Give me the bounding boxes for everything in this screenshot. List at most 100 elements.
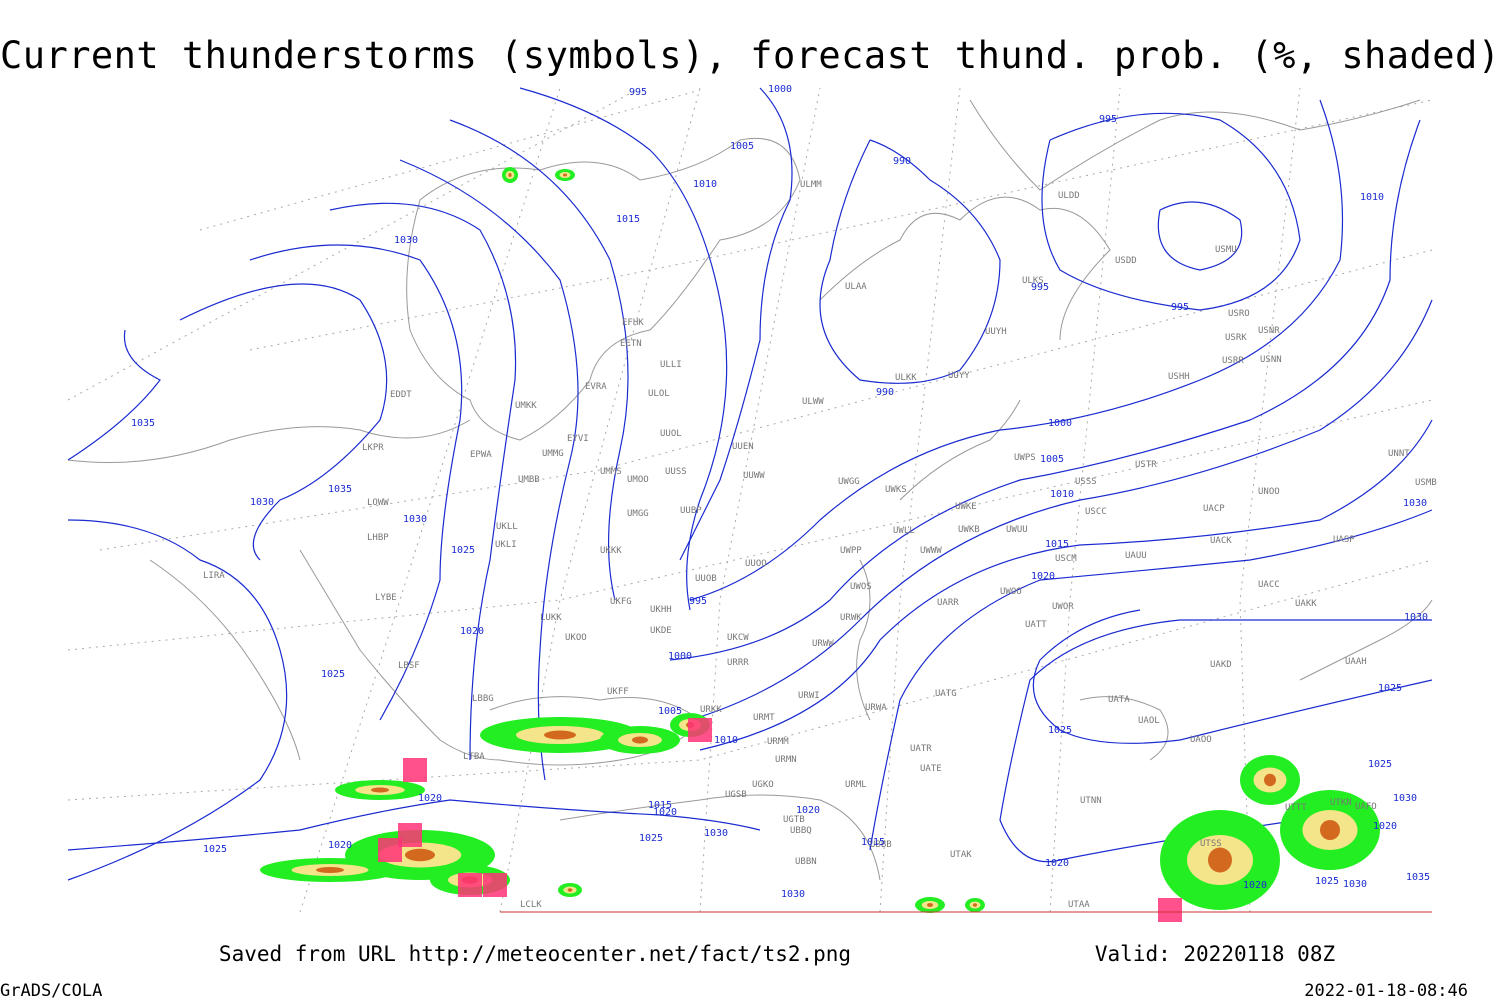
prob-high: [316, 867, 344, 873]
isobar-label: 1030: [704, 828, 728, 839]
station-label: UWWW: [920, 546, 942, 556]
thunderstorm-symbol: [458, 873, 482, 897]
station-label: USSS: [1075, 477, 1097, 487]
isobar-label: 1020: [1373, 821, 1397, 832]
station-label: ULKK: [895, 373, 917, 383]
isobar-label: 1010: [1050, 489, 1074, 500]
isobar-label: 1010: [693, 179, 717, 190]
coastlines: [67, 99, 1433, 881]
isobar-label: 995: [1099, 114, 1117, 125]
station-label: UUYY: [948, 371, 970, 381]
source-url: Saved from URL http://meteocenter.net/fa…: [219, 942, 851, 966]
station-label: ULDD: [1058, 191, 1080, 201]
station-label: UAKD: [1210, 660, 1232, 670]
station-label: USHH: [1168, 372, 1190, 382]
station-label: UWUU: [1006, 525, 1028, 535]
prob-high: [1264, 773, 1276, 787]
station-label: URWA: [865, 703, 887, 713]
isobar-label: 1015: [648, 800, 672, 811]
isobar-label: 1000: [668, 651, 692, 662]
station-label: URML: [845, 780, 867, 790]
isobar-label: 1030: [394, 235, 418, 246]
station-label: UAFO: [1355, 802, 1377, 812]
station-label: UWOR: [1052, 602, 1074, 612]
station-label: LCLK: [520, 900, 542, 910]
station-label: UATG: [935, 689, 957, 699]
station-label: URWW: [812, 639, 834, 649]
isobar-label: 1000: [768, 84, 792, 95]
station-label: LUKK: [540, 613, 562, 623]
station-label: LYBE: [375, 593, 397, 603]
thunderstorm-symbol: [398, 823, 422, 847]
isobar-label: 1000: [1048, 418, 1072, 429]
station-label: LOWW: [367, 498, 389, 508]
station-label: UMGG: [627, 509, 649, 519]
isobar-label: 995: [689, 596, 707, 607]
isobar-label: 1020: [1045, 858, 1069, 869]
isobar-label: 1035: [328, 484, 352, 495]
station-label: UTSS: [1200, 839, 1222, 849]
station-label: UBBB: [870, 840, 892, 850]
station-label: UKKK: [600, 546, 622, 556]
isobar-label: 1035: [1406, 872, 1430, 883]
station-label: LKPR: [362, 443, 384, 453]
isobar-label: 990: [893, 156, 911, 167]
station-label: UATR: [910, 744, 932, 754]
station-label: UWPP: [840, 546, 862, 556]
station-label: UKFG: [610, 597, 632, 607]
station-label: UAOO: [1190, 735, 1212, 745]
station-label: UAOL: [1138, 716, 1160, 726]
station-label: UTKN: [1330, 798, 1352, 808]
isobar-label: 990: [876, 387, 894, 398]
station-label: UASP: [1333, 535, 1355, 545]
isobar-label: 1025: [1048, 725, 1072, 736]
isobar-label: 1025: [321, 669, 345, 680]
station-label: URWI: [798, 691, 820, 701]
isobar-label: 1020: [653, 807, 677, 818]
thunderstorm-symbol: [403, 758, 427, 782]
station-label: USTR: [1135, 460, 1157, 470]
thunderstorm-symbol: [483, 873, 507, 897]
isobar-label: 1005: [1040, 454, 1064, 465]
station-label: UKHH: [650, 605, 672, 615]
isobar-label: 1025: [1378, 683, 1402, 694]
isobar-label: 1020: [418, 793, 442, 804]
prob-high: [405, 848, 435, 862]
station-label: UARR: [937, 598, 959, 608]
station-label: UATA: [1108, 695, 1130, 705]
station-label: UBBN: [795, 857, 817, 867]
thunderstorm-symbol: [1158, 898, 1182, 922]
station-label: UMKK: [515, 401, 537, 411]
station-label: UWKS: [885, 485, 907, 495]
isobar-label: 1005: [658, 706, 682, 717]
prob-high: [544, 730, 576, 740]
station-label: UGTB: [783, 815, 805, 825]
station-label: UAKK: [1295, 599, 1317, 609]
isobar-label: 1005: [730, 141, 754, 152]
timestamp: 2022-01-18-08:46: [1304, 981, 1468, 1000]
prob-high: [1320, 820, 1340, 840]
isobar-label: 1020: [460, 626, 484, 637]
prob-high: [1208, 847, 1232, 873]
isobar-label: 995: [1171, 302, 1189, 313]
isobar-label: 1035: [131, 418, 155, 429]
station-label: USCM: [1055, 554, 1077, 564]
station-label: USNR: [1258, 326, 1280, 336]
prob-high: [927, 903, 933, 907]
station-label: EVRA: [585, 382, 607, 392]
station-label: UWKB: [958, 525, 980, 535]
station-label: UWKE: [955, 502, 977, 512]
isobar-label: 1025: [1315, 876, 1339, 887]
station-label: UUWW: [743, 471, 765, 481]
isobar-label: 1025: [203, 844, 227, 855]
station-label: ULAA: [845, 282, 867, 292]
thunderstorm-probability: [260, 167, 1380, 922]
isobar-label: 1030: [1343, 879, 1367, 890]
station-label: UMBB: [518, 475, 540, 485]
station-label: URMT: [753, 713, 775, 723]
station-label: UACP: [1203, 504, 1225, 514]
station-label: UWGG: [838, 477, 860, 487]
prob-high: [567, 888, 573, 892]
isobar-label: 1020: [1031, 571, 1055, 582]
